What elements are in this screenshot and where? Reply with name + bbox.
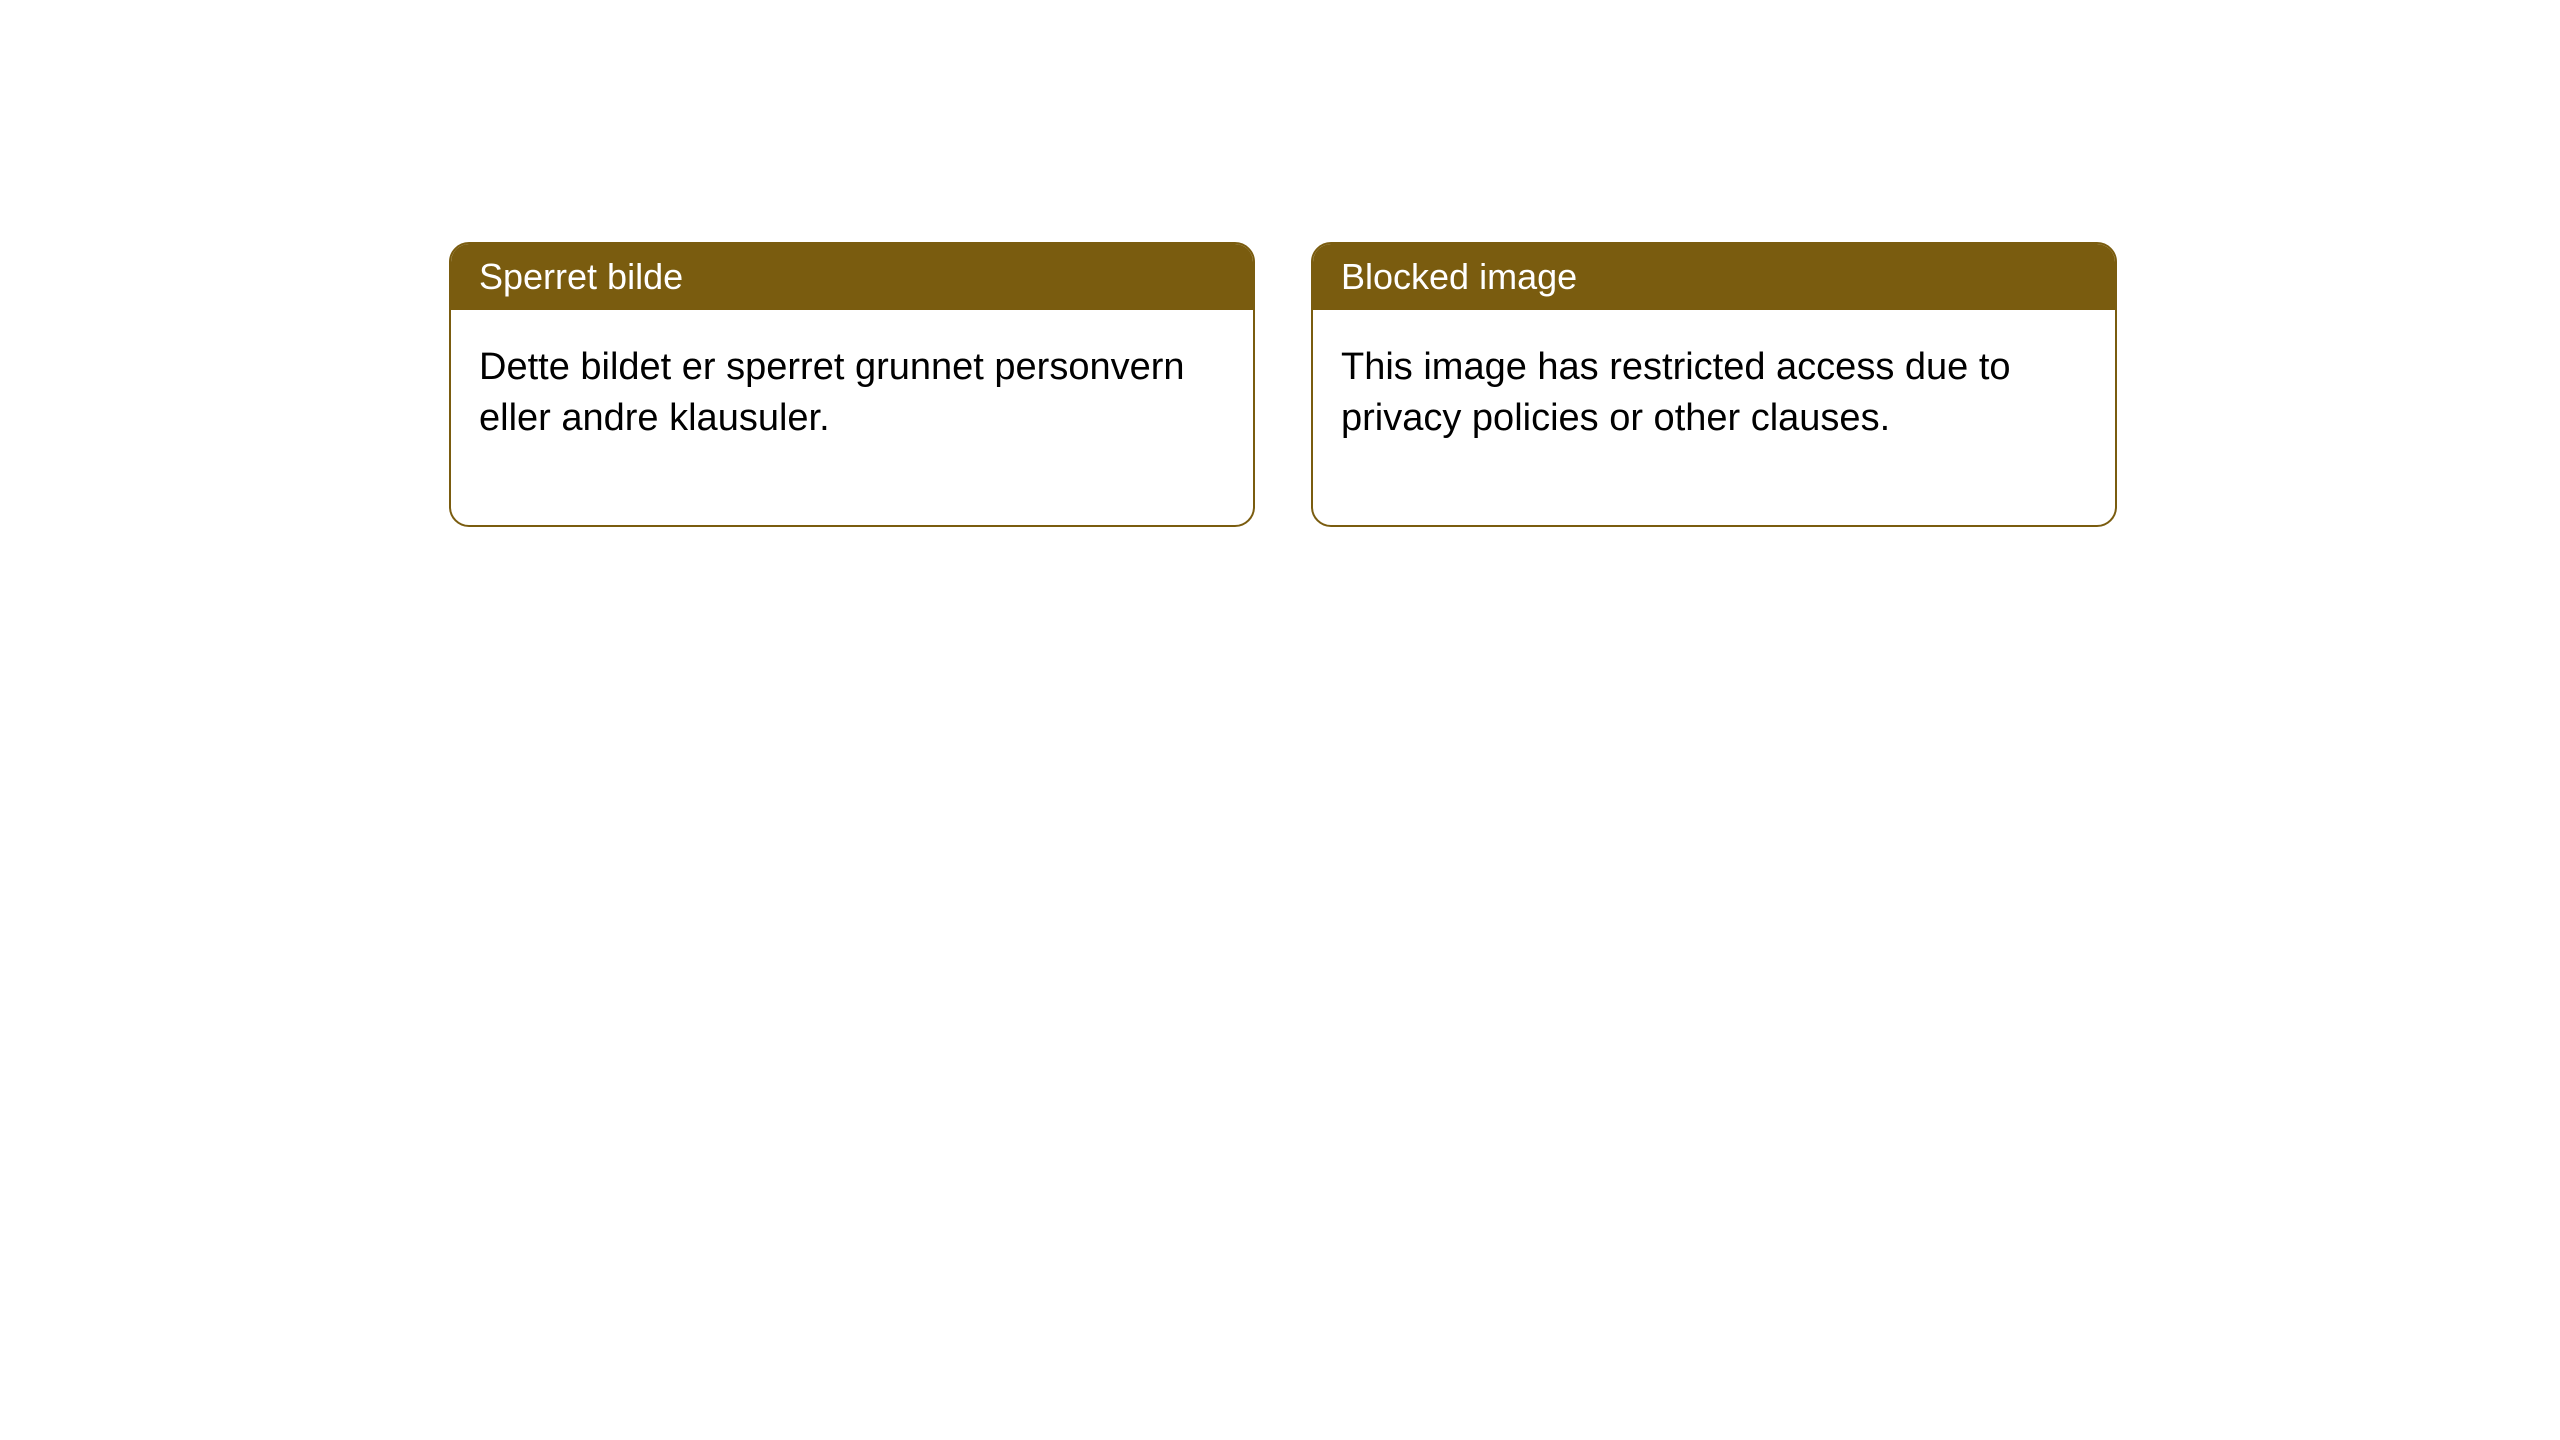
card-header: Blocked image (1313, 244, 2115, 310)
card-body-text: Dette bildet er sperret grunnet personve… (479, 346, 1185, 439)
card-body: Dette bildet er sperret grunnet personve… (451, 310, 1253, 525)
notice-card-english: Blocked image This image has restricted … (1311, 242, 2117, 527)
card-title: Blocked image (1341, 256, 1577, 297)
card-header: Sperret bilde (451, 244, 1253, 310)
notice-card-norwegian: Sperret bilde Dette bildet er sperret gr… (449, 242, 1255, 527)
notice-cards-container: Sperret bilde Dette bildet er sperret gr… (449, 242, 2117, 527)
card-title: Sperret bilde (479, 256, 683, 297)
card-body-text: This image has restricted access due to … (1341, 346, 2011, 439)
card-body: This image has restricted access due to … (1313, 310, 2115, 525)
